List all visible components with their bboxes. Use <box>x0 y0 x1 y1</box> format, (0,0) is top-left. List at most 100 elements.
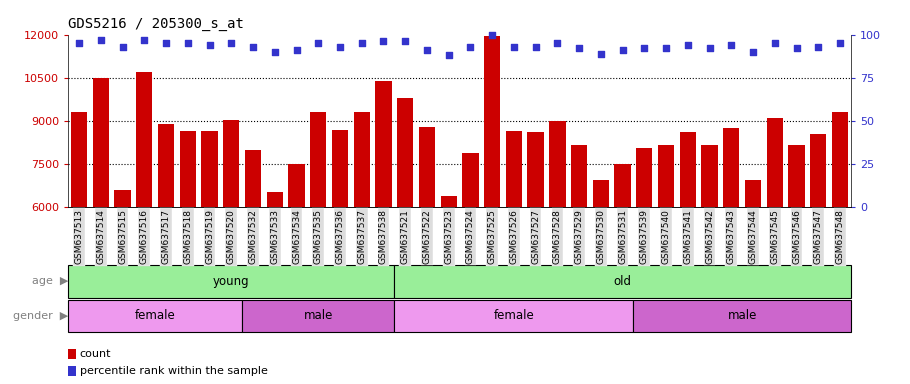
Text: GSM637529: GSM637529 <box>574 209 583 264</box>
Bar <box>462 153 479 380</box>
Text: GSM637536: GSM637536 <box>336 209 345 264</box>
Text: GSM637546: GSM637546 <box>792 209 801 264</box>
Text: GSM637547: GSM637547 <box>814 209 823 264</box>
Text: GSM637548: GSM637548 <box>835 209 844 264</box>
Bar <box>680 132 696 380</box>
Point <box>637 45 652 51</box>
Point <box>72 40 86 46</box>
Text: GSM637535: GSM637535 <box>314 209 323 264</box>
Bar <box>394 265 851 298</box>
Point <box>681 42 695 48</box>
Bar <box>136 72 153 380</box>
Bar <box>310 113 327 380</box>
Point <box>246 44 260 50</box>
Bar <box>571 146 587 380</box>
Text: male: male <box>727 310 757 322</box>
Text: young: young <box>213 275 249 288</box>
Point <box>333 44 348 50</box>
Bar <box>745 180 761 380</box>
Point <box>593 51 608 57</box>
Text: GSM637525: GSM637525 <box>488 209 497 264</box>
Text: GSM637545: GSM637545 <box>770 209 779 264</box>
Bar <box>723 128 740 380</box>
Text: GSM637539: GSM637539 <box>640 209 649 264</box>
Bar <box>832 113 848 380</box>
Text: GSM637538: GSM637538 <box>379 209 388 264</box>
Text: GSM637521: GSM637521 <box>400 209 410 264</box>
Text: GSM637516: GSM637516 <box>140 209 149 264</box>
Text: GSM637520: GSM637520 <box>227 209 236 264</box>
Bar <box>810 134 826 380</box>
Bar <box>397 98 413 380</box>
Text: GSM637537: GSM637537 <box>358 209 366 264</box>
Text: GSM637542: GSM637542 <box>705 209 714 264</box>
Bar <box>201 131 217 380</box>
Text: gender  ▶: gender ▶ <box>13 311 68 321</box>
Text: GSM637528: GSM637528 <box>553 209 561 264</box>
Point <box>507 44 521 50</box>
Point <box>268 49 282 55</box>
Point <box>180 40 195 46</box>
Bar <box>394 300 633 332</box>
Bar <box>636 148 652 380</box>
Text: GSM637526: GSM637526 <box>510 209 519 264</box>
Point <box>789 45 804 51</box>
Text: GSM637534: GSM637534 <box>292 209 301 264</box>
Bar <box>68 349 76 359</box>
Bar <box>332 130 349 380</box>
Bar <box>440 196 457 380</box>
Text: female: female <box>135 310 176 322</box>
Bar <box>788 146 804 380</box>
Point <box>659 45 673 51</box>
Bar <box>528 132 544 380</box>
Bar <box>419 127 435 380</box>
Point <box>833 40 847 46</box>
Bar <box>702 146 718 380</box>
Text: GSM637518: GSM637518 <box>183 209 192 264</box>
Bar <box>71 113 87 380</box>
Point <box>311 40 326 46</box>
Bar <box>68 366 76 376</box>
Text: GSM637540: GSM637540 <box>662 209 671 264</box>
Point <box>703 45 717 51</box>
Bar <box>375 81 391 380</box>
Text: GSM637515: GSM637515 <box>118 209 127 264</box>
Text: old: old <box>613 275 632 288</box>
Text: female: female <box>493 310 534 322</box>
Point <box>571 45 586 51</box>
Point <box>289 47 304 53</box>
Point <box>550 40 564 46</box>
Point <box>767 40 782 46</box>
Point <box>615 47 630 53</box>
Bar <box>592 180 609 380</box>
Point <box>376 38 390 45</box>
Point <box>224 40 238 46</box>
Bar <box>179 131 196 380</box>
Bar <box>68 300 242 332</box>
Point <box>463 44 478 50</box>
Point <box>354 40 369 46</box>
Point <box>529 44 543 50</box>
Text: GSM637513: GSM637513 <box>75 209 84 264</box>
Text: GDS5216 / 205300_s_at: GDS5216 / 205300_s_at <box>68 17 244 31</box>
Point <box>420 47 434 53</box>
Text: age  ▶: age ▶ <box>32 276 68 286</box>
Bar <box>484 36 500 380</box>
Point <box>158 40 173 46</box>
Bar <box>766 118 783 380</box>
Text: GSM637530: GSM637530 <box>596 209 605 264</box>
Text: GSM637527: GSM637527 <box>531 209 541 264</box>
Point <box>811 44 825 50</box>
Bar <box>115 190 131 380</box>
Point <box>398 38 412 45</box>
Text: GSM637523: GSM637523 <box>444 209 453 264</box>
Text: GSM637544: GSM637544 <box>749 209 757 264</box>
Text: GSM637522: GSM637522 <box>422 209 431 264</box>
Text: GSM637541: GSM637541 <box>683 209 693 264</box>
Bar <box>354 113 369 380</box>
Text: GSM637519: GSM637519 <box>205 209 214 264</box>
Bar <box>267 192 283 380</box>
Text: GSM637533: GSM637533 <box>270 209 279 264</box>
Point <box>724 42 739 48</box>
Text: GSM637514: GSM637514 <box>96 209 106 264</box>
